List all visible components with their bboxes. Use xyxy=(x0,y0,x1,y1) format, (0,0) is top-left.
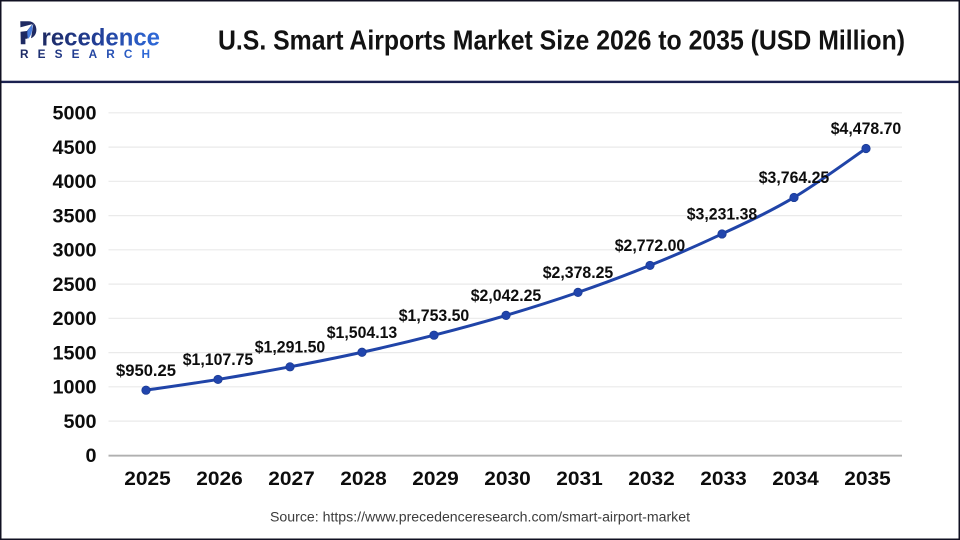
svg-text:$950.25: $950.25 xyxy=(116,361,176,380)
svg-text:$2,378.25: $2,378.25 xyxy=(543,263,614,282)
svg-text:4500: 4500 xyxy=(53,138,97,159)
svg-text:$1,291.50: $1,291.50 xyxy=(255,338,326,357)
svg-text:2034: 2034 xyxy=(772,469,819,490)
svg-text:Source: https://www.precedence: Source: https://www.precedenceresearch.c… xyxy=(270,510,690,526)
svg-text:2029: 2029 xyxy=(412,469,459,490)
svg-text:$2,042.25: $2,042.25 xyxy=(471,286,542,305)
svg-text:$3,764.25: $3,764.25 xyxy=(759,168,830,187)
svg-text:2028: 2028 xyxy=(340,469,387,490)
svg-text:2030: 2030 xyxy=(484,469,531,490)
svg-text:$1,107.75: $1,107.75 xyxy=(183,350,254,369)
svg-text:3500: 3500 xyxy=(53,207,97,228)
svg-text:recedence: recedence xyxy=(42,25,161,52)
svg-text:2025: 2025 xyxy=(124,469,171,490)
svg-text:U.S. Smart Airports Market Siz: U.S. Smart Airports Market Size 2026 to … xyxy=(218,23,905,55)
svg-text:0: 0 xyxy=(86,446,97,467)
svg-text:$3,231.38: $3,231.38 xyxy=(687,205,758,224)
svg-text:500: 500 xyxy=(64,412,97,433)
svg-text:2500: 2500 xyxy=(53,275,97,296)
svg-text:5000: 5000 xyxy=(53,104,97,125)
svg-text:2033: 2033 xyxy=(700,469,747,490)
svg-text:3000: 3000 xyxy=(53,241,97,262)
svg-text:2031: 2031 xyxy=(556,469,603,490)
svg-text:$1,504.13: $1,504.13 xyxy=(327,323,398,342)
svg-text:2000: 2000 xyxy=(53,309,97,330)
svg-text:$1,753.50: $1,753.50 xyxy=(399,306,470,325)
svg-text:$4,478.70: $4,478.70 xyxy=(831,119,902,138)
svg-text:2032: 2032 xyxy=(628,469,675,490)
svg-text:2026: 2026 xyxy=(196,469,243,490)
svg-text:1000: 1000 xyxy=(53,378,97,399)
svg-text:2027: 2027 xyxy=(268,469,315,490)
svg-text:2035: 2035 xyxy=(844,469,891,490)
svg-text:$2,772.00: $2,772.00 xyxy=(615,236,686,255)
svg-text:1500: 1500 xyxy=(53,343,97,364)
svg-text:4000: 4000 xyxy=(53,172,97,193)
